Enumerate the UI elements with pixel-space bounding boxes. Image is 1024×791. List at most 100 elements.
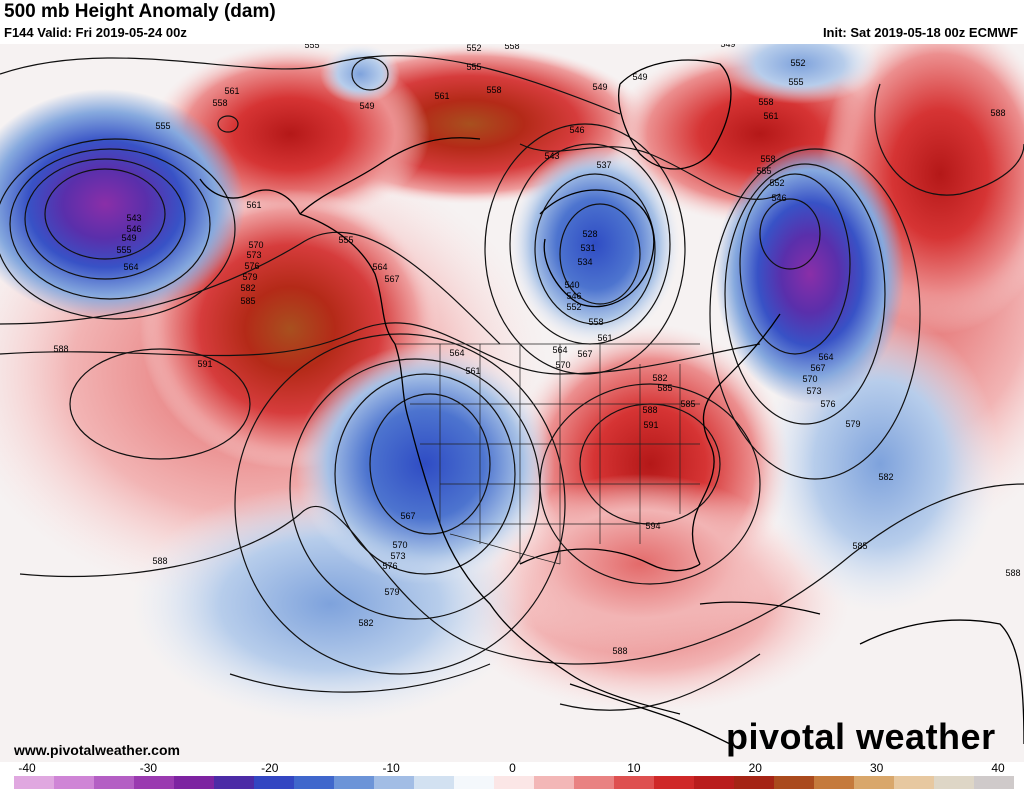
contour-label: 561 xyxy=(465,366,480,376)
valid-time: F144 Valid: Fri 2019-05-24 00z xyxy=(4,25,187,40)
contour-label: 549 xyxy=(592,82,607,92)
contour-line xyxy=(229,663,491,693)
colorbar-swatch xyxy=(974,776,1014,789)
colorbar-swatch xyxy=(494,776,535,789)
colorbar-swatch xyxy=(614,776,655,789)
contour-label: 561 xyxy=(246,200,261,210)
contour-line xyxy=(519,143,781,200)
coastline-south-america xyxy=(859,619,1024,745)
contour-label: 558 xyxy=(588,317,603,327)
contour-label: 585 xyxy=(240,296,255,306)
init-time: Init: Sat 2019-05-18 00z ECMWF xyxy=(822,25,1018,40)
contour-label: 561 xyxy=(763,111,778,121)
coastline-hudson-bay xyxy=(539,189,655,308)
contour-label: 555 xyxy=(116,245,131,255)
contour-label: 555 xyxy=(304,44,319,50)
contour-label: 591 xyxy=(197,359,212,369)
colorbar-swatch xyxy=(654,776,695,789)
contour-label: 570 xyxy=(248,240,263,250)
contour-label: 588 xyxy=(990,108,1005,118)
contour-label: 594 xyxy=(645,521,660,531)
colorbar-swatch xyxy=(814,776,855,789)
contour-ring xyxy=(234,333,566,675)
coastlines xyxy=(199,59,1024,745)
contour-ring xyxy=(709,148,921,480)
contour-label: 564 xyxy=(552,345,567,355)
contour-label: 552 xyxy=(566,302,581,312)
contour-ring xyxy=(0,138,236,320)
contour-label: 552 xyxy=(790,58,805,68)
contour-label: 555 xyxy=(756,166,771,176)
contour-label: 561 xyxy=(434,91,449,101)
trough-labrador xyxy=(715,144,905,404)
colorbar-tick-label: -30 xyxy=(139,761,158,775)
contour-label: 564 xyxy=(372,262,387,272)
coastline-cuba xyxy=(699,601,821,615)
trough-arctic xyxy=(320,44,400,104)
contour-ring xyxy=(484,123,686,375)
header: 500 mb Height Anomaly (dam) F144 Valid: … xyxy=(0,0,1024,44)
contour-line xyxy=(0,231,501,345)
colorbar-swatch xyxy=(934,776,975,789)
contour-label: 585 xyxy=(680,399,695,409)
contour-line xyxy=(0,55,621,115)
contour-ring xyxy=(217,115,239,133)
contour-label: 531 xyxy=(580,243,595,253)
contour-label: 561 xyxy=(597,333,612,343)
colorbar-swatch xyxy=(294,776,335,789)
contour-label: 576 xyxy=(820,399,835,409)
contour-label: 549 xyxy=(121,233,136,243)
contour-label: 576 xyxy=(244,261,259,271)
colorbar-swatch xyxy=(894,776,935,789)
colorbar-swatch xyxy=(414,776,455,789)
contour-label: 567 xyxy=(384,274,399,284)
trough-greenland-ne xyxy=(720,44,880,104)
contour-label: 549 xyxy=(359,101,374,111)
colorbar-tick-label: 40 xyxy=(991,761,1005,775)
contour-label: 540 xyxy=(564,280,579,290)
contour-label: 570 xyxy=(802,374,817,384)
contour-label: 582 xyxy=(878,472,893,482)
contour-label: 567 xyxy=(400,511,415,521)
contour-label: 582 xyxy=(240,283,255,293)
colorbar-tick-label: -10 xyxy=(382,761,400,775)
contour-label: 564 xyxy=(449,348,464,358)
colorbar-labels: -40 -30 -20 -10 0 10 20 30 40 xyxy=(0,761,1024,775)
contour-label: 567 xyxy=(577,349,592,359)
colorbar-swatch xyxy=(134,776,175,789)
contour-label: 543 xyxy=(544,151,559,161)
contour-label: 546 xyxy=(569,125,584,135)
contour-label: 573 xyxy=(390,551,405,561)
contour-ring xyxy=(724,163,886,425)
contour-line xyxy=(0,322,761,375)
ridge-caribbean xyxy=(490,474,790,654)
colorbar-swatch xyxy=(734,776,775,789)
contour-label: 588 xyxy=(152,556,167,566)
contour-ring xyxy=(69,348,251,460)
contour-label: 546 xyxy=(771,193,786,203)
contour-label: 558 xyxy=(760,154,775,164)
colorbar-swatch xyxy=(214,776,255,789)
trough-west-pacific xyxy=(0,89,245,319)
trough-hudson-bay xyxy=(510,144,680,344)
contour-label: 564 xyxy=(123,262,138,272)
contour-ring xyxy=(9,148,211,300)
colorbar-swatch xyxy=(534,776,575,789)
contour-label: 567 xyxy=(810,363,825,373)
contour-label: 555 xyxy=(466,62,481,72)
contour-label: 564 xyxy=(818,352,833,362)
contour-line xyxy=(19,483,1024,665)
contour-label: 558 xyxy=(758,97,773,107)
contour-ring xyxy=(351,57,389,91)
map-title: 500 mb Height Anomaly (dam) xyxy=(4,1,276,22)
colorbar-swatch xyxy=(374,776,415,789)
contour-label: 558 xyxy=(486,85,501,95)
contour-label: 588 xyxy=(1005,568,1020,578)
contour-ring xyxy=(534,173,656,325)
coastline-east-north-america xyxy=(691,313,781,565)
contour-label: 579 xyxy=(242,272,257,282)
contour-ring xyxy=(44,168,166,260)
colorbar-swatch xyxy=(694,776,735,789)
contour-label: 552 xyxy=(466,44,481,53)
